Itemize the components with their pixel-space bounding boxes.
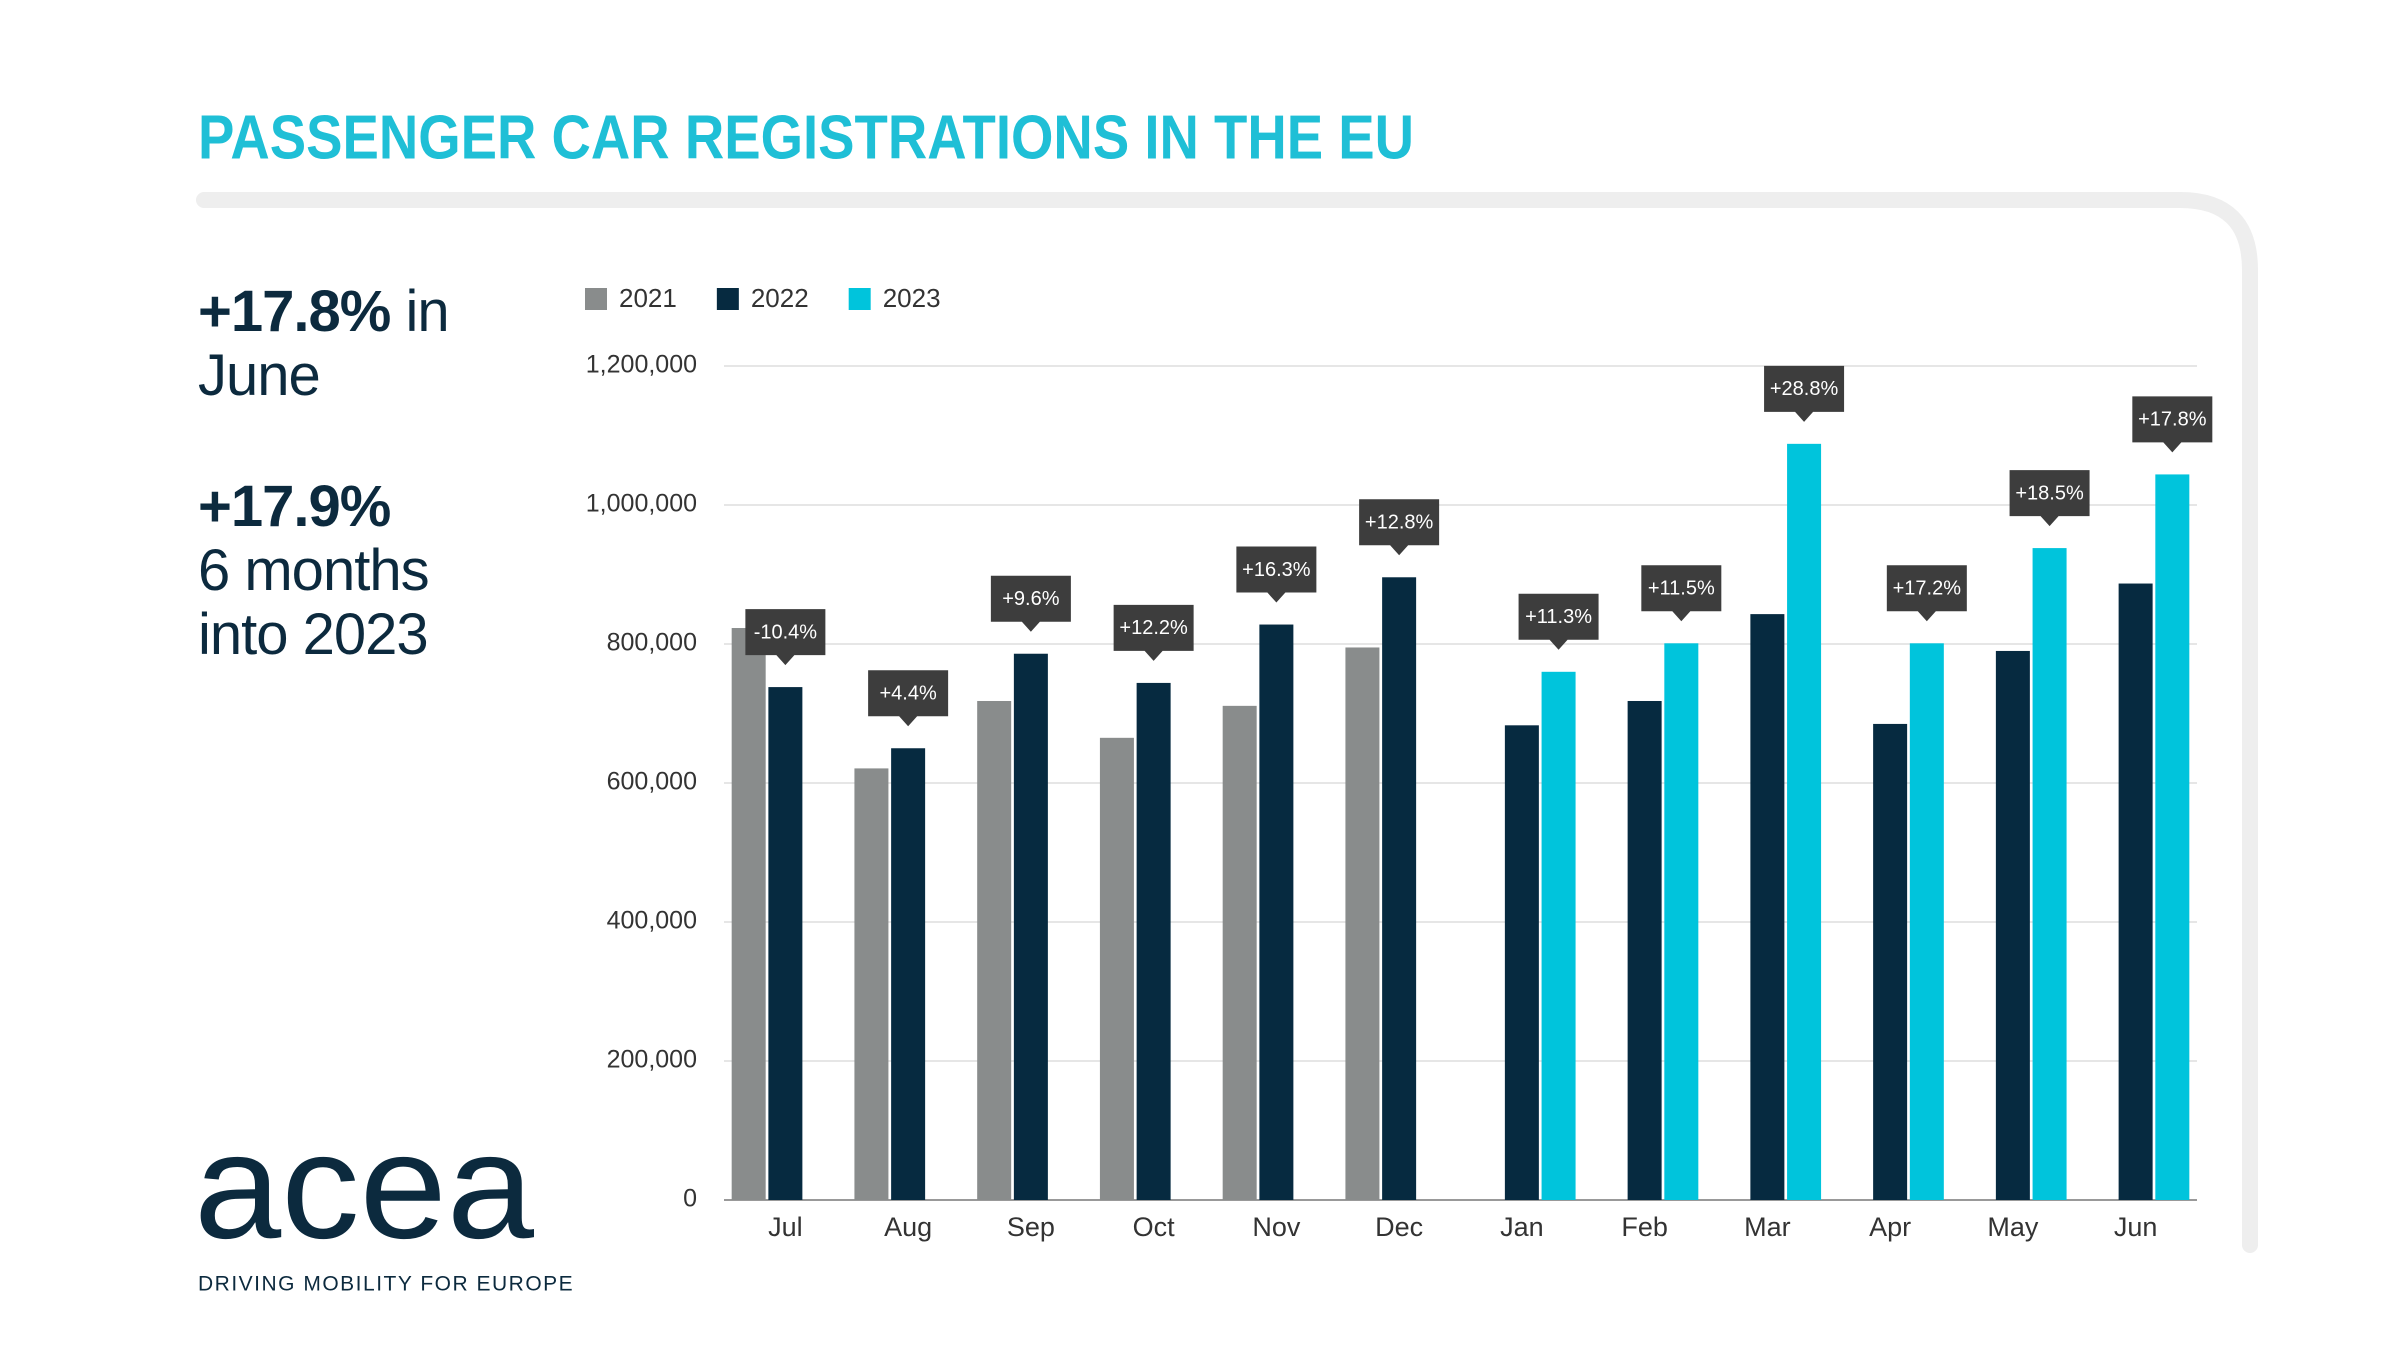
bar: [1136, 682, 1171, 1200]
x-tick-label: Sep: [1007, 1212, 1055, 1242]
y-tick-label: 200,000: [607, 1046, 697, 1074]
legend-label: 2021: [619, 283, 677, 313]
annotation-box: [745, 609, 826, 666]
legend-label: 2023: [883, 283, 941, 313]
bar: [1627, 700, 1662, 1200]
x-tick-label: Jun: [2114, 1212, 2158, 1242]
x-tick-label: Apr: [1869, 1212, 1911, 1242]
annotation-label: +11.5%: [1648, 578, 1715, 600]
legend-swatch: [585, 288, 607, 310]
annotation-box: [1236, 546, 1317, 603]
annotation-label: +4.4%: [879, 683, 936, 705]
chart-title: PASSENGER CAR REGISTRATIONS IN THE EU: [198, 103, 1414, 172]
annotation-box: [1359, 499, 1440, 556]
annotation-label: +11.3%: [1525, 606, 1592, 628]
bar: [854, 768, 889, 1200]
bar: [1995, 650, 2030, 1200]
bar: [1222, 705, 1257, 1200]
x-tick-label: Dec: [1375, 1212, 1423, 1242]
bar: [1259, 624, 1294, 1200]
legend-swatch: [716, 288, 739, 310]
y-tick-label: 600,000: [607, 768, 697, 796]
annotation-label: +28.8%: [1770, 378, 1839, 400]
x-tick-label: Mar: [1744, 1212, 1791, 1242]
annotation-box: [990, 575, 1071, 632]
x-tick-label: Aug: [884, 1212, 932, 1242]
highlight-value: +17.8%: [198, 279, 391, 344]
highlight-value: +17.9%: [198, 474, 391, 539]
bar: [731, 628, 766, 1200]
annotation-box: [868, 670, 949, 727]
annotation-label: +12.8%: [1365, 512, 1434, 534]
bar: [1504, 725, 1539, 1200]
x-tick-label: Jul: [768, 1212, 803, 1242]
y-tick-label: 0: [683, 1185, 697, 1213]
bar: [1873, 723, 1908, 1200]
bar: [1750, 614, 1785, 1200]
annotation-label: +16.3%: [1242, 559, 1311, 581]
x-tick-label: Feb: [1621, 1212, 1668, 1242]
bar: [891, 748, 926, 1200]
annotation-box: [2009, 470, 2090, 527]
legend-label: 2022: [751, 283, 809, 313]
bar: [1909, 643, 1944, 1200]
annotation-box: [1518, 593, 1599, 650]
annotation-label: -10.4%: [754, 621, 818, 643]
bar: [2118, 583, 2153, 1200]
x-tick-label: Jan: [1500, 1212, 1544, 1242]
annotation-label: +18.5%: [2015, 482, 2084, 504]
annotation-box: [2132, 396, 2213, 453]
tagline: DRIVING MOBILITY FOR EUROPE: [198, 1273, 574, 1296]
x-tick-label: Oct: [1133, 1212, 1176, 1242]
x-tick-label: May: [1987, 1212, 2039, 1242]
bar: [768, 687, 803, 1200]
bar: [1099, 737, 1134, 1200]
annotation-box: [1641, 565, 1722, 622]
bar: [1664, 643, 1699, 1200]
y-tick-label: 1,200,000: [586, 351, 697, 379]
y-tick-label: 1,000,000: [586, 490, 697, 518]
bar: [1787, 443, 1822, 1201]
bar: [1541, 671, 1576, 1200]
y-tick-label: 400,000: [607, 907, 697, 935]
highlight: +17.8% in June: [198, 280, 528, 408]
bar: [2155, 474, 2190, 1200]
x-tick-label: Nov: [1252, 1212, 1301, 1242]
bar: [1382, 577, 1417, 1200]
highlight-text: in June: [198, 279, 450, 408]
frame: [196, 192, 2258, 1253]
bar: [1345, 647, 1380, 1200]
annotation-label: +17.2%: [1893, 578, 1962, 600]
y-tick-label: 800,000: [607, 629, 697, 657]
bar: [1013, 653, 1048, 1200]
annotation-label: +9.6%: [1002, 588, 1059, 610]
highlight: +17.9% 6 months into 2023: [198, 475, 528, 667]
annotation-box: [1886, 565, 1967, 622]
bar: [2032, 548, 2067, 1200]
annotation-label: +12.2%: [1119, 617, 1188, 639]
logo: acea: [194, 1102, 535, 1270]
bar: [977, 700, 1012, 1200]
legend-swatch: [848, 288, 871, 310]
highlight-text: 6 months into 2023: [198, 538, 430, 667]
annotation-label: +17.8%: [2138, 409, 2207, 431]
annotation-box: [1764, 365, 1845, 422]
annotation-box: [1113, 604, 1194, 661]
